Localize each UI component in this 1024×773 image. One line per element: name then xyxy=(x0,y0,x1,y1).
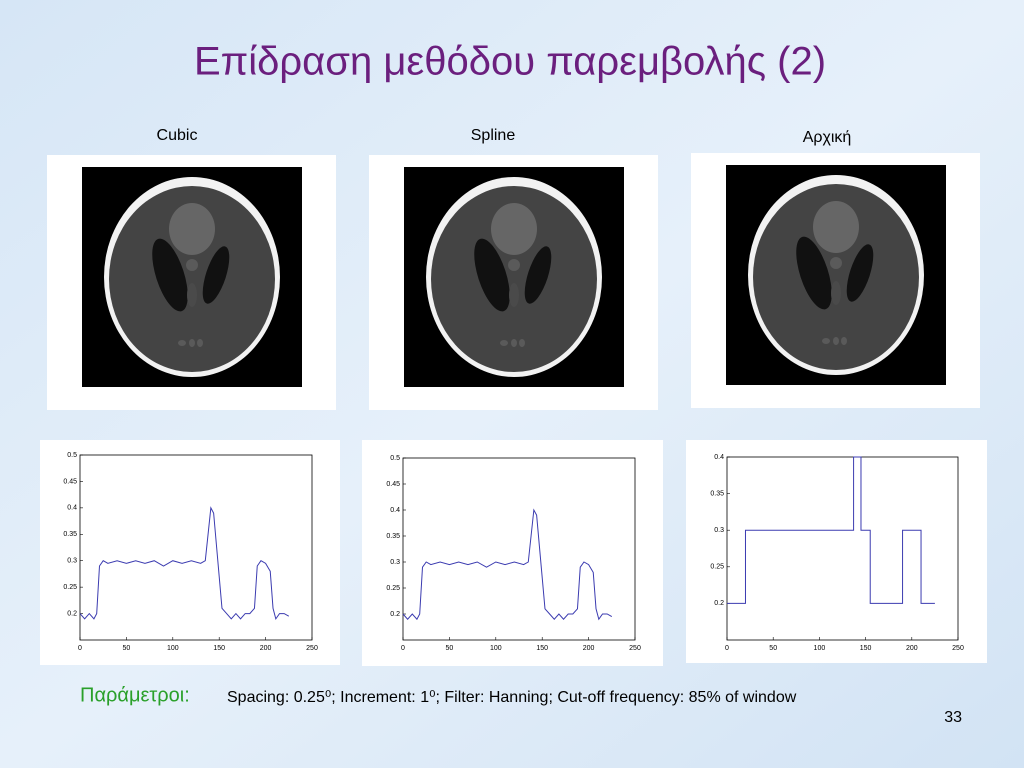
image-label: Cubic xyxy=(157,127,198,144)
phantom-image xyxy=(82,167,302,387)
y-tick-label: 0.35 xyxy=(386,533,400,540)
x-tick-label: 200 xyxy=(260,645,272,652)
parameters-text: Spacing: 0.25⁰; Increment: 1⁰; Filter: H… xyxy=(227,689,797,706)
y-tick-label: 0.25 xyxy=(710,564,724,571)
x-tick-label: 50 xyxy=(123,645,131,652)
y-tick-label: 0.25 xyxy=(386,585,400,592)
y-tick-label: 0.2 xyxy=(390,611,400,618)
x-tick-label: 200 xyxy=(583,645,595,652)
y-tick-label: 0.35 xyxy=(710,490,724,497)
y-tick-label: 0.4 xyxy=(714,454,724,461)
x-tick-label: 250 xyxy=(629,645,641,652)
phantom-image xyxy=(726,165,946,385)
y-tick-label: 0.3 xyxy=(714,527,724,534)
slide-title: Επίδραση μεθόδου παρεμβολής (2) xyxy=(194,40,826,84)
y-tick-label: 0.3 xyxy=(390,559,400,566)
y-tick-label: 0.3 xyxy=(67,558,77,565)
y-tick-label: 0.4 xyxy=(390,507,400,514)
image-label: Spline xyxy=(471,127,516,144)
y-tick-label: 0.4 xyxy=(67,505,77,512)
x-tick-label: 0 xyxy=(401,645,405,652)
plot-axes xyxy=(402,457,636,641)
x-tick-label: 0 xyxy=(78,645,82,652)
plot-axes xyxy=(726,456,959,641)
y-tick-label: 0.25 xyxy=(63,584,77,591)
x-tick-label: 100 xyxy=(814,645,826,652)
y-tick-label: 0.2 xyxy=(714,600,724,607)
profile-line xyxy=(79,506,290,621)
profile-line xyxy=(402,508,613,621)
x-tick-label: 0 xyxy=(725,645,729,652)
image-label: Αρχική xyxy=(803,129,852,146)
x-tick-label: 150 xyxy=(536,645,548,652)
y-tick-label: 0.35 xyxy=(63,531,77,538)
x-tick-label: 250 xyxy=(306,645,318,652)
x-tick-label: 50 xyxy=(446,645,454,652)
parameters-label: Παράμετροι: xyxy=(80,684,190,706)
y-tick-label: 0.5 xyxy=(390,455,400,462)
x-tick-label: 200 xyxy=(906,645,918,652)
y-tick-label: 0.5 xyxy=(67,452,77,459)
plot-frame xyxy=(40,440,340,665)
y-tick-label: 0.45 xyxy=(386,481,400,488)
plot-frame xyxy=(362,440,663,666)
x-tick-label: 150 xyxy=(860,645,872,652)
x-tick-label: 150 xyxy=(213,645,225,652)
x-tick-label: 250 xyxy=(952,645,964,652)
y-tick-label: 0.45 xyxy=(63,478,77,485)
x-tick-label: 50 xyxy=(769,645,777,652)
x-tick-label: 100 xyxy=(167,645,179,652)
profile-line xyxy=(727,456,935,604)
plot-axes xyxy=(79,454,313,641)
plot-frame xyxy=(686,440,987,663)
page-number: 33 xyxy=(944,709,962,726)
y-tick-label: 0.2 xyxy=(67,610,77,617)
phantom-image xyxy=(404,167,624,387)
x-tick-label: 100 xyxy=(490,645,502,652)
